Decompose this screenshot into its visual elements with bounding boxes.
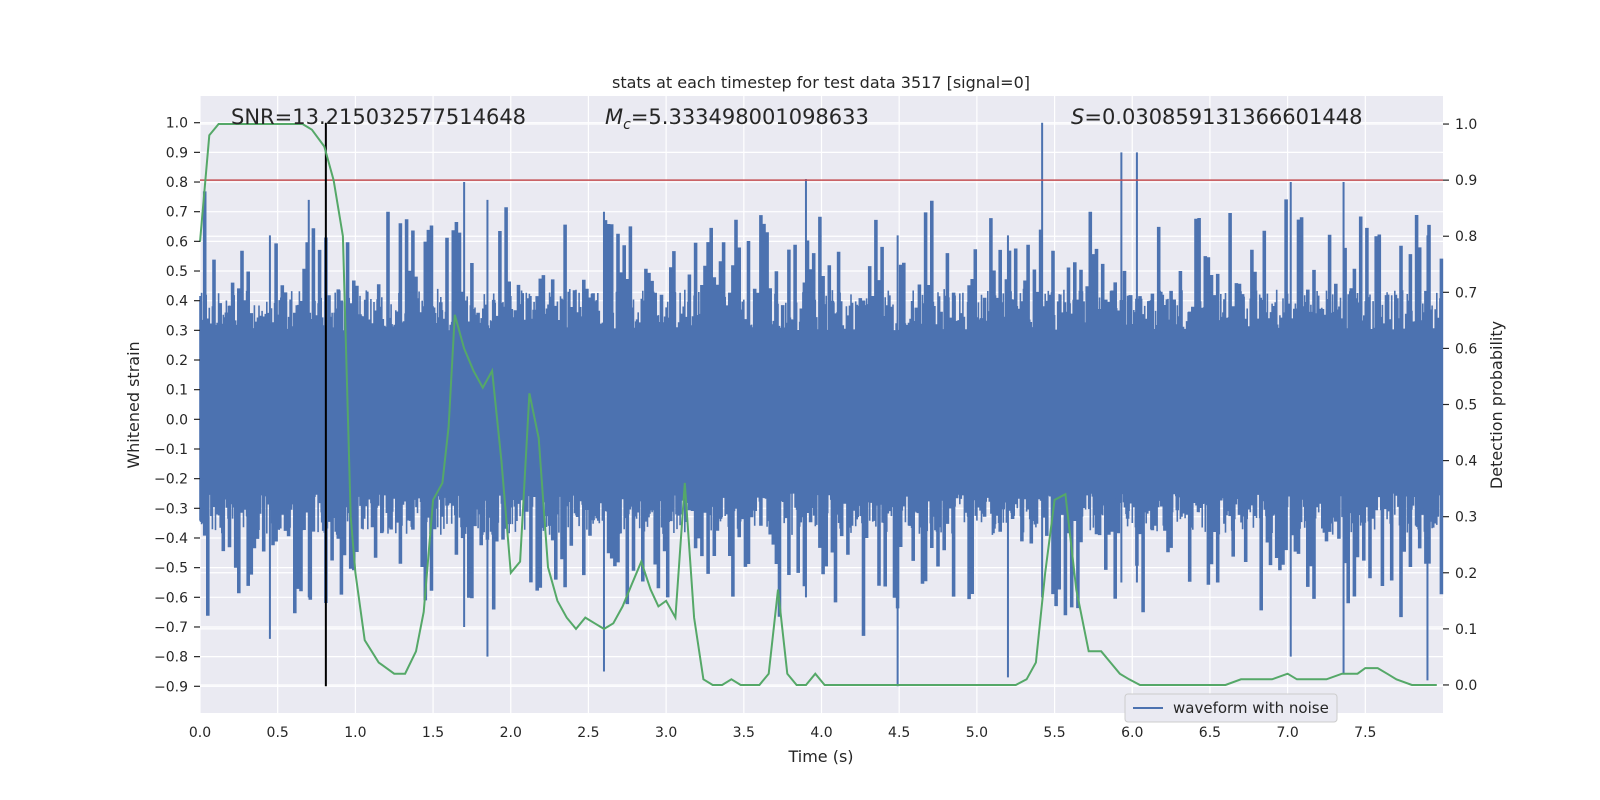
probability-series [199, 123, 1437, 686]
y-left-tick-label: −0.2 [154, 472, 188, 488]
x-tick-label: 2.0 [500, 725, 522, 741]
chirp-mass-subscript: c [623, 117, 631, 133]
chirp-mass-value: =5.333498001098633 [631, 105, 869, 129]
y-right-tick-label: 0.9 [1455, 173, 1477, 189]
y-axis-left-ticks: −0.9 −0.8 −0.7 −0.6 −0.5 −0.4 −0.3 −0.2 −0.1 0.0 0… [154, 116, 200, 695]
x-tick-label: 6.0 [1121, 725, 1143, 741]
x-tick-label: 3.5 [733, 725, 755, 741]
y-left-tick-label: 0.3 [166, 323, 188, 339]
x-tick-label: 7.0 [1276, 725, 1298, 741]
legend-entry: waveform with noise [1173, 699, 1329, 717]
x-tick-label: 5.5 [1043, 725, 1065, 741]
y-right-tick-label: 0.5 [1455, 398, 1477, 414]
y-left-tick-label: 0.5 [166, 264, 188, 280]
y-right-tick-label: 0.2 [1455, 566, 1477, 582]
strain-trace-fill [199, 288, 1443, 535]
y-right-tick-label: 0.6 [1455, 341, 1477, 357]
legend: waveform with noise [1124, 693, 1338, 723]
x-tick-label: 4.5 [888, 725, 910, 741]
y-left-tick-label: 0.6 [166, 234, 188, 250]
strain-series [199, 122, 1444, 687]
y-left-tick-label: 0.9 [166, 145, 188, 161]
y-axis-left-label: Whitened strain [124, 341, 143, 468]
y-left-tick-label: −0.9 [154, 679, 188, 695]
y-axis-right-label: Detection probability [1487, 321, 1506, 489]
x-tick-label: 1.0 [344, 725, 366, 741]
chirp-mass-annotation: Mc=5.333498001098633 [605, 105, 869, 133]
x-tick-label: 0.0 [189, 725, 211, 741]
y-left-tick-label: 0.1 [166, 383, 188, 399]
legend-box [1124, 693, 1338, 723]
y-left-tick-label: 1.0 [166, 116, 188, 132]
y-left-tick-label: 0.2 [166, 353, 188, 369]
x-tick-label: 1.5 [422, 725, 444, 741]
y-right-tick-label: 1.0 [1455, 117, 1477, 133]
x-tick-label: 5.0 [966, 725, 988, 741]
x-tick-label: 7.5 [1354, 725, 1376, 741]
x-axis-label: Time (s) [787, 747, 853, 766]
x-tick-label: 6.5 [1199, 725, 1221, 741]
probability-line [199, 123, 1437, 686]
s-value: =0.030859131366601448 [1084, 105, 1362, 129]
x-tick-label: 0.5 [267, 725, 289, 741]
chart-title: stats at each timestep for test data 351… [612, 73, 1030, 92]
y-left-tick-label: 0.7 [166, 205, 188, 221]
x-tick-label: 2.5 [577, 725, 599, 741]
y-left-tick-label: −0.7 [154, 620, 188, 636]
x-axis-ticks: 0.0 0.5 1.0 1.5 2.0 2.5 3.0 3.5 4.0 4.5 5.0 5.5 6.0 6… [189, 725, 1377, 741]
y-right-tick-label: 0.7 [1455, 285, 1477, 301]
snr-annotation: SNR=13.215032577514648 [231, 105, 526, 129]
x-tick-label: 4.0 [810, 725, 832, 741]
y-left-tick-label: −0.4 [154, 531, 188, 547]
s-symbol: S [1071, 105, 1084, 129]
x-tick-label: 3.0 [655, 725, 677, 741]
y-left-tick-label: 0.8 [166, 175, 188, 191]
y-right-tick-label: 0.8 [1455, 229, 1477, 245]
y-left-tick-label: −0.3 [154, 501, 188, 517]
y-left-tick-label: −0.6 [154, 590, 188, 606]
y-left-tick-label: −0.5 [154, 561, 188, 577]
y-axis-right-ticks: 0.0 0.1 0.2 0.3 0.4 0.5 0.6 0.7 0.8 0.9 1.0 [1443, 117, 1477, 694]
y-left-tick-label: 0.4 [166, 294, 188, 310]
y-left-tick-label: −0.1 [154, 442, 188, 458]
s-annotation: S=0.030859131366601448 [1071, 105, 1362, 129]
y-left-tick-label: 0.0 [166, 412, 188, 428]
y-right-tick-label: 0.3 [1455, 510, 1477, 526]
chirp-mass-symbol: M [605, 105, 623, 129]
y-right-tick-label: 0.4 [1455, 454, 1477, 470]
y-right-tick-label: 0.1 [1455, 622, 1477, 638]
y-right-tick-label: 0.0 [1455, 678, 1477, 694]
y-left-tick-label: −0.8 [154, 650, 188, 666]
